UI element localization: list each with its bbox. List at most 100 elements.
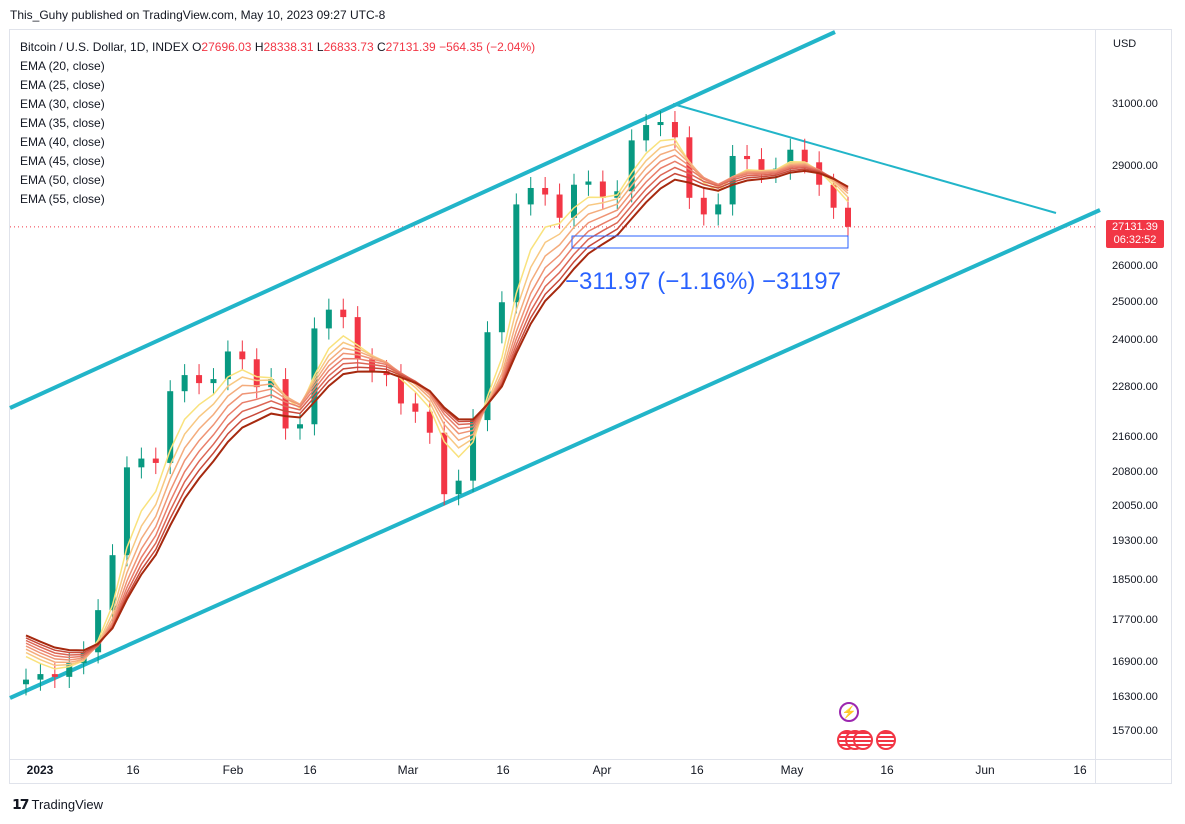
price-tick-label: 18500.00 bbox=[1112, 574, 1158, 586]
time-tick-label: 16 bbox=[126, 763, 140, 777]
candle-body bbox=[297, 424, 303, 429]
candle-body bbox=[354, 317, 361, 360]
ema-40-line bbox=[25, 160, 849, 659]
price-tick-label: 26000.00 bbox=[1112, 260, 1158, 272]
candle-body bbox=[787, 149, 794, 169]
time-axis-separator bbox=[9, 759, 1172, 760]
last-price-tag: 27131.39 06:32:52 bbox=[1106, 220, 1164, 248]
candle-body bbox=[397, 375, 404, 404]
change-value: −564.35 (−2.04%) bbox=[439, 40, 536, 54]
chart-legend: Bitcoin / U.S. Dollar, 1D, INDEX O27696.… bbox=[20, 38, 535, 209]
price-tick-label: 25000.00 bbox=[1112, 296, 1158, 308]
ema-45-line bbox=[25, 166, 849, 656]
ema-35-line bbox=[25, 154, 849, 661]
candle-body bbox=[37, 674, 44, 680]
candle-body bbox=[455, 480, 462, 495]
tradingview-icon: 𝟭𝟳 bbox=[12, 796, 30, 812]
close-label: C bbox=[377, 40, 386, 54]
price-axis-separator bbox=[1095, 29, 1096, 784]
time-tick-label: Feb bbox=[222, 763, 244, 777]
candle-body bbox=[167, 391, 174, 463]
lightning-event-icon[interactable]: ⚡ bbox=[839, 702, 859, 722]
ema-25-legend[interactable]: EMA (25, close) bbox=[20, 78, 105, 92]
ema-30-legend[interactable]: EMA (30, close) bbox=[20, 97, 105, 111]
time-tick-label: 2023 bbox=[26, 763, 54, 777]
price-tick-label: 24000.00 bbox=[1112, 334, 1158, 346]
candle-body bbox=[484, 332, 491, 421]
close-value: 27131.39 bbox=[385, 40, 436, 54]
ema-50-legend[interactable]: EMA (50, close) bbox=[20, 173, 105, 187]
symbol-title[interactable]: Bitcoin / U.S. Dollar, 1D, INDEX bbox=[20, 40, 189, 54]
time-tick-label: 16 bbox=[690, 763, 704, 777]
ema-20-legend[interactable]: EMA (20, close) bbox=[20, 59, 105, 73]
price-tick-label: 22800.00 bbox=[1112, 381, 1158, 393]
resistance-line bbox=[672, 103, 1057, 214]
candle-body bbox=[441, 432, 448, 495]
candle-body bbox=[527, 187, 534, 205]
open-value: 27696.03 bbox=[201, 40, 252, 54]
bar-countdown: 06:32:52 bbox=[1113, 234, 1157, 246]
candle-body bbox=[66, 663, 73, 677]
time-tick-label: 16 bbox=[496, 763, 510, 777]
candle-body bbox=[470, 420, 477, 481]
channel-upper-line bbox=[9, 30, 836, 410]
time-tick-label: 16 bbox=[1073, 763, 1087, 777]
candle-body bbox=[181, 375, 188, 392]
channel-lower-line bbox=[9, 208, 1101, 700]
ema-35-legend[interactable]: EMA (35, close) bbox=[20, 116, 105, 130]
candle-body bbox=[253, 359, 260, 388]
candle-body bbox=[513, 204, 520, 303]
ema-45-legend[interactable]: EMA (45, close) bbox=[20, 154, 105, 168]
ema-55-legend[interactable]: EMA (55, close) bbox=[20, 192, 105, 206]
candle-body bbox=[671, 122, 678, 138]
candle-body bbox=[268, 379, 275, 388]
tradingview-brand: TradingView bbox=[31, 797, 104, 812]
candle-body bbox=[643, 125, 650, 141]
candle-body bbox=[123, 467, 130, 556]
candle-body bbox=[758, 159, 765, 172]
candle-body bbox=[340, 309, 347, 318]
price-tick-label: 21600.00 bbox=[1112, 431, 1158, 443]
candle-body bbox=[224, 351, 231, 380]
candle-body bbox=[239, 351, 246, 360]
ema-55-line bbox=[25, 169, 849, 652]
price-tick-label: 31000.00 bbox=[1112, 98, 1158, 110]
candle-body bbox=[95, 610, 102, 653]
currency-label[interactable]: USD bbox=[1113, 38, 1137, 50]
candle-body bbox=[657, 122, 664, 126]
us-flag-event-icon-4[interactable] bbox=[876, 730, 896, 750]
candle-body bbox=[109, 555, 116, 611]
time-tick-label: 16 bbox=[880, 763, 894, 777]
time-tick-label: May bbox=[780, 763, 804, 777]
open-label: O bbox=[192, 40, 202, 54]
candle-body bbox=[498, 302, 505, 333]
candle-body bbox=[542, 187, 549, 195]
tradingview-logo[interactable]: 𝟭𝟳 TradingView bbox=[12, 796, 103, 813]
candle-body bbox=[686, 137, 693, 198]
candle-body bbox=[23, 679, 29, 685]
low-label: L bbox=[316, 40, 324, 54]
high-label: H bbox=[254, 40, 264, 54]
price-range-box bbox=[571, 235, 849, 249]
price-tick-label: 16300.00 bbox=[1112, 691, 1158, 703]
candle-body bbox=[426, 411, 433, 433]
price-range-measurement[interactable]: −311.97 (−1.16%) −31197 bbox=[565, 268, 841, 295]
price-tick-label: 19300.00 bbox=[1112, 535, 1158, 547]
ema-40-legend[interactable]: EMA (40, close) bbox=[20, 135, 105, 149]
publisher-line: This_Guhy published on TradingView.com, … bbox=[10, 8, 386, 22]
price-tick-label: 20050.00 bbox=[1112, 500, 1158, 512]
price-tick-label: 29000.00 bbox=[1112, 160, 1158, 172]
us-flag-event-icon-3[interactable] bbox=[853, 730, 873, 750]
candle-body bbox=[412, 403, 419, 412]
candle-body bbox=[282, 379, 289, 429]
time-tick-label: 16 bbox=[303, 763, 317, 777]
time-tick-label: Jun bbox=[975, 763, 995, 777]
time-tick-label: Mar bbox=[397, 763, 419, 777]
candle-body bbox=[210, 379, 217, 384]
candle-body bbox=[845, 207, 851, 227]
price-tick-label: 17700.00 bbox=[1112, 614, 1158, 626]
candle-body bbox=[830, 184, 837, 208]
price-tick-label: 15700.00 bbox=[1112, 725, 1158, 737]
candle-body bbox=[556, 194, 563, 218]
